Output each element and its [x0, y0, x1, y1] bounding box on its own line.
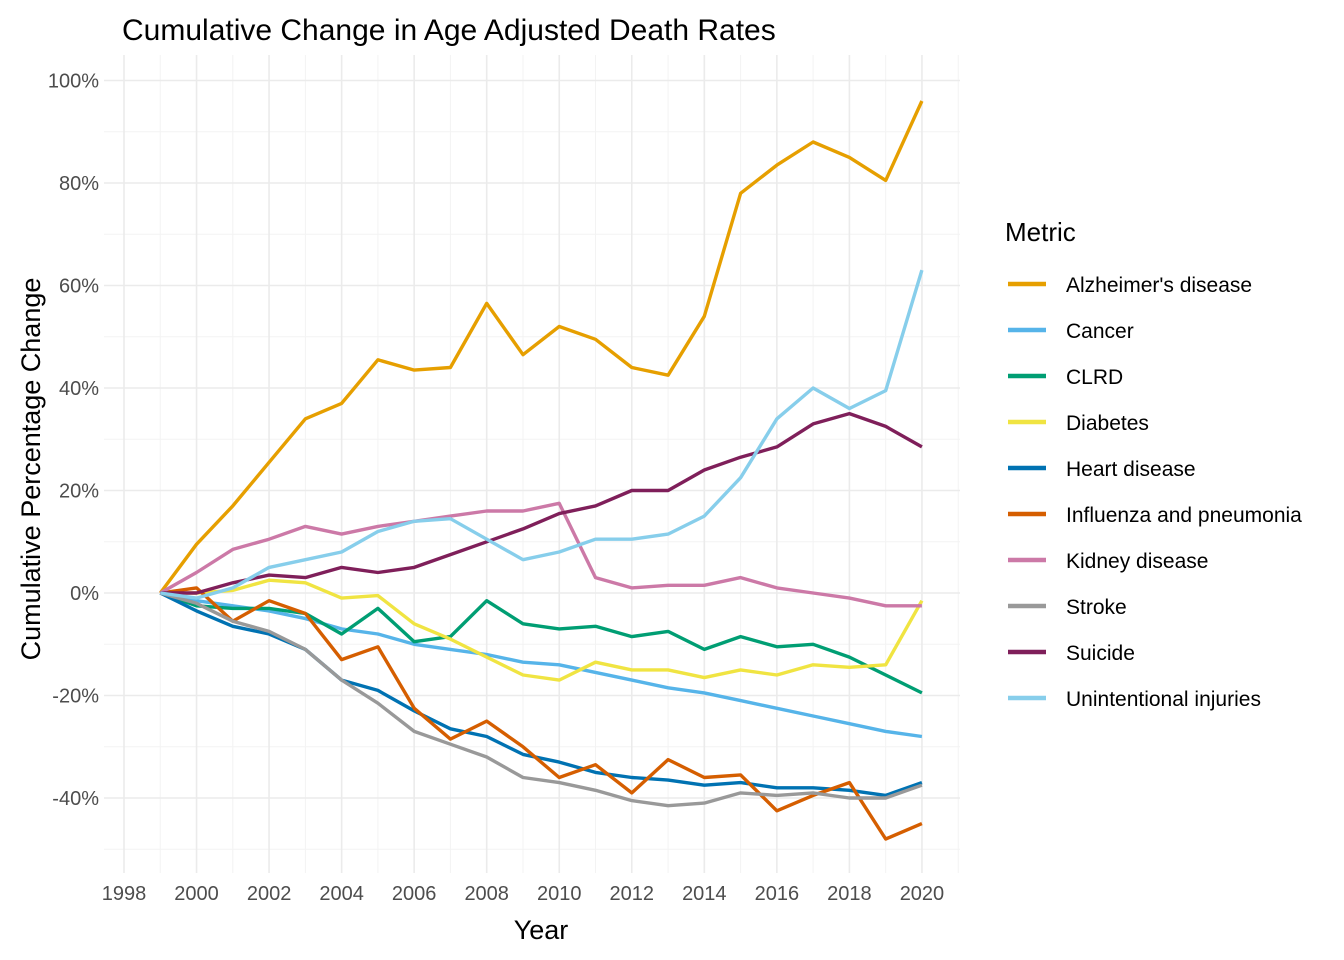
- series-line-influenza-and-pneumonia: [160, 586, 923, 841]
- legend-item-diabetes: Diabetes: [1008, 412, 1149, 435]
- series-line-kidney-disease: [159, 501, 922, 608]
- legend-item-suicide: Suicide: [1008, 642, 1135, 665]
- series-line-suicide: [160, 411, 923, 595]
- legend-label: Influenza and pneumonia: [1066, 504, 1302, 527]
- legend-item-influenza-and-pneumonia: Influenza and pneumonia: [1008, 504, 1302, 527]
- legend-label: Alzheimer's disease: [1066, 274, 1252, 297]
- x-tick-label: 2018: [827, 883, 872, 905]
- x-tick-label: 2002: [247, 883, 292, 905]
- x-axis-ticks: 1998 2000 2002 2004 2006 2008 2010 2012 2014 2016…: [102, 883, 944, 905]
- legend-item-stroke: Stroke: [1008, 596, 1127, 619]
- x-tick-label: 2012: [610, 883, 655, 905]
- legend: Alzheimer's disease Cancer CLRD Diabetes Hea…: [1008, 274, 1302, 711]
- y-axis-title: Cumulative Percentage Change: [16, 278, 46, 661]
- x-tick-label: 2008: [464, 883, 509, 905]
- y-tick-label: 20%: [59, 481, 99, 503]
- series-line-alzheimer-s-disease: [158, 100, 924, 595]
- series-lines: [158, 100, 924, 841]
- series-line-clrd: [159, 591, 923, 695]
- legend-item-kidney-disease: Kidney disease: [1008, 550, 1208, 573]
- series-line-diabetes: [160, 578, 924, 682]
- x-tick-label: 2000: [174, 883, 219, 905]
- x-tick-label: 2020: [900, 883, 945, 905]
- legend-item-clrd: CLRD: [1008, 366, 1123, 389]
- x-axis-title: Year: [514, 915, 569, 945]
- y-tick-label: -40%: [52, 788, 99, 810]
- legend-label: Diabetes: [1066, 412, 1149, 435]
- y-tick-label: 100%: [48, 71, 99, 93]
- legend-label: Suicide: [1066, 642, 1135, 665]
- legend-title: Metric: [1005, 217, 1076, 247]
- legend-item-alzheimer-s-disease: Alzheimer's disease: [1008, 274, 1252, 297]
- legend-label: Heart disease: [1066, 458, 1196, 481]
- y-axis-ticks: 100% 80% 60% 40% 20% 0% -20% -40%: [48, 71, 99, 811]
- series-line-unintentional-injuries: [160, 269, 924, 600]
- x-tick-label: 2004: [319, 883, 364, 905]
- series-line-stroke: [159, 591, 923, 808]
- x-tick-label: 2010: [537, 883, 582, 905]
- x-tick-label: 2016: [755, 883, 800, 905]
- y-tick-label: -20%: [52, 686, 99, 708]
- legend-label: CLRD: [1066, 366, 1123, 389]
- legend-item-cancer: Cancer: [1008, 320, 1134, 343]
- y-tick-label: 80%: [59, 173, 99, 195]
- series-line-heart-disease: [159, 591, 923, 798]
- y-tick-label: 60%: [59, 276, 99, 298]
- x-tick-label: 2014: [682, 883, 727, 905]
- legend-item-heart-disease: Heart disease: [1008, 458, 1196, 481]
- y-tick-label: 40%: [59, 378, 99, 400]
- legend-label: Kidney disease: [1066, 550, 1208, 573]
- legend-label: Unintentional injuries: [1066, 688, 1261, 711]
- legend-label: Stroke: [1066, 596, 1127, 619]
- x-tick-label: 2006: [392, 883, 437, 905]
- grid: [104, 55, 960, 873]
- series-line-cancer: [159, 591, 923, 739]
- legend-label: Cancer: [1066, 320, 1134, 343]
- x-tick-label: 1998: [102, 883, 147, 905]
- legend-item-unintentional-injuries: Unintentional injuries: [1008, 688, 1261, 711]
- chart-title: Cumulative Change in Age Adjusted Death …: [122, 14, 776, 47]
- y-tick-label: 0%: [70, 583, 99, 605]
